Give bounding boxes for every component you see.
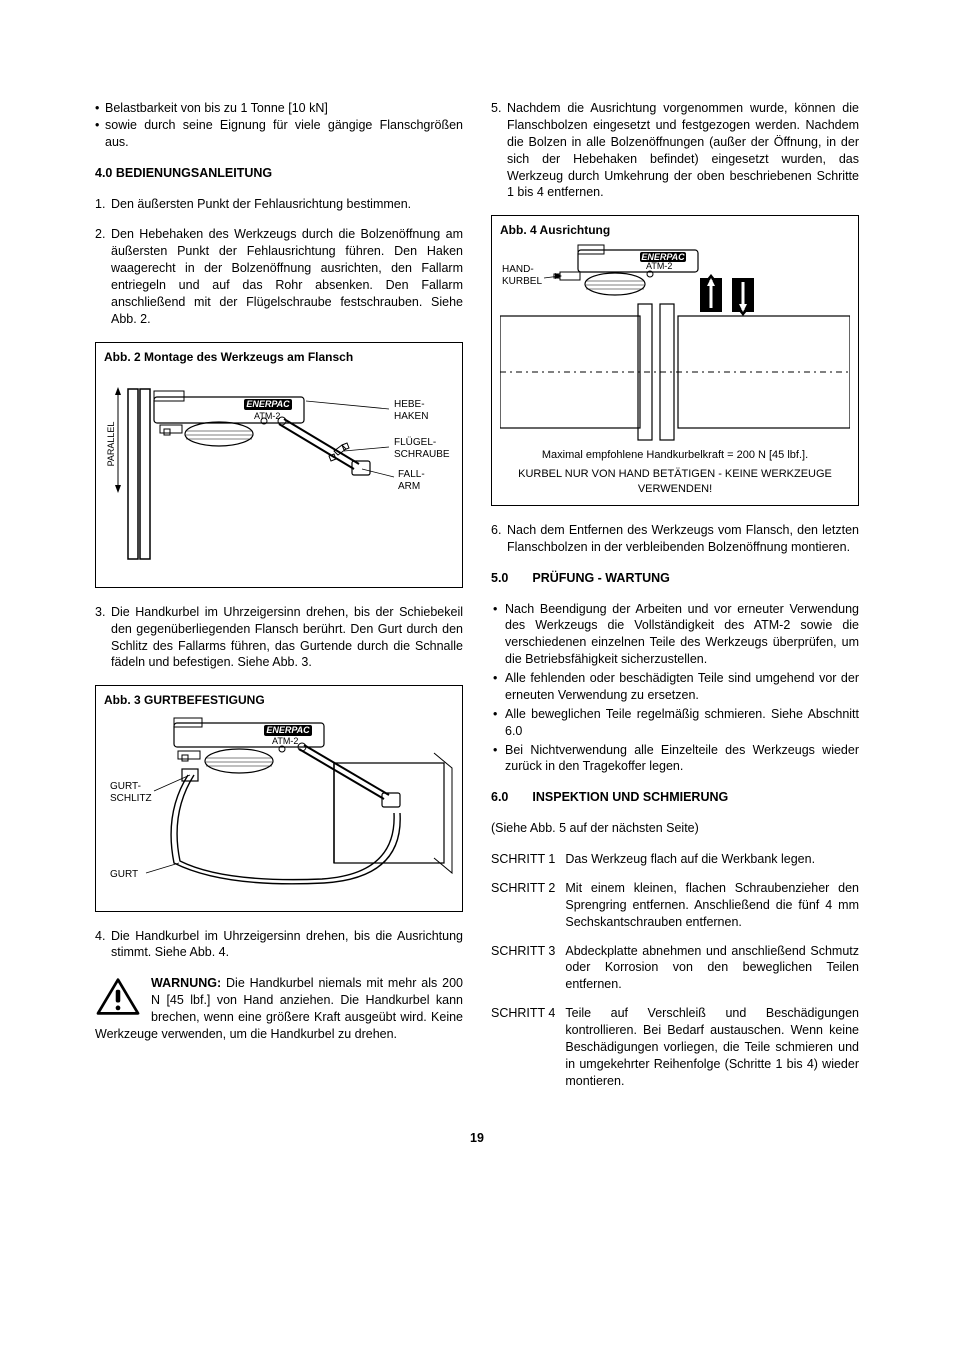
fig2-arm: ARM xyxy=(398,481,420,492)
operating-steps: 1.Den äußersten Punkt der Fehlausrichtun… xyxy=(95,196,463,328)
section-6-note: (Siehe Abb. 5 auf der nächsten Seite) xyxy=(491,820,859,837)
fig2-parallel-label: PARALLEL xyxy=(106,421,116,466)
intro-bullets: Belastbarkeit von bis zu 1 Tonne [10 kN]… xyxy=(95,100,463,151)
intro-bullet-2: sowie durch seine Eignung für viele gäng… xyxy=(95,117,463,151)
fig4-kurbel: KURBEL xyxy=(502,276,542,287)
step-3: 3.Die Handkurbel im Uhrzeigersinn drehen… xyxy=(95,604,463,672)
section-6-title: INSPEKTION UND SCHMIERUNG xyxy=(532,789,728,806)
step-5: 5.Nachdem die Ausrichtung vorgenommen wu… xyxy=(491,100,859,201)
two-column-layout: Belastbarkeit von bis zu 1 Tonne [10 kN]… xyxy=(95,100,859,1102)
operating-steps-cont: 3.Die Handkurbel im Uhrzeigersinn drehen… xyxy=(95,604,463,672)
schritt-2-label: SCHRITT 2 xyxy=(491,880,555,931)
section-5-num: 5.0 xyxy=(491,570,508,587)
warning-label: WARNUNG: xyxy=(151,976,221,990)
figure-4: Abb. 4 Ausrichtung xyxy=(491,215,859,506)
figure-2-title: Abb. 2 Montage des Werkzeugs am Flansch xyxy=(104,349,454,365)
maint-item-3: Alle beweglichen Teile regelmäßig schmie… xyxy=(491,706,859,740)
figure-2-svg: PARALLEL ENERPAC ATM-2 xyxy=(104,369,454,579)
fig2-model: ATM-2 xyxy=(254,411,280,421)
warning-block: WARNUNG: Die Handkurbel niemals mit mehr… xyxy=(95,975,463,1043)
schritt-3: SCHRITT 3 Abdeckplatte abnehmen und ansc… xyxy=(491,943,859,994)
step-1: 1.Den äußersten Punkt der Fehlausrichtun… xyxy=(95,196,463,213)
figure-3: Abb. 3 GURTBEFESTIGUNG ENERPAC ATM-2 xyxy=(95,685,463,911)
schritt-2-text: Mit einem kleinen, flachen Schraubenzieh… xyxy=(565,880,859,931)
fig4-hand: HAND- xyxy=(502,264,534,275)
figure-3-title: Abb. 3 GURTBEFESTIGUNG xyxy=(104,692,454,708)
fig3-brand: ENERPAC xyxy=(266,725,310,735)
section-4-heading: 4.0 BEDIENUNGSANLEITUNG xyxy=(95,165,463,182)
step-6: 6.Nach dem Entfernen des Werkzeugs vom F… xyxy=(491,522,859,556)
fig2-fluegel: FLÜGEL- xyxy=(394,436,436,448)
schritt-3-text: Abdeckplatte abnehmen und anschließend S… xyxy=(565,943,859,994)
schritt-1-label: SCHRITT 1 xyxy=(491,851,555,868)
step-2-text: Den Hebehaken des Werkzeugs durch die Bo… xyxy=(111,227,463,325)
maint-item-2: Alle fehlenden oder beschädigten Teile s… xyxy=(491,670,859,704)
figure-3-svg: ENERPAC ATM-2 xyxy=(104,713,454,903)
intro-bullet-1: Belastbarkeit von bis zu 1 Tonne [10 kN] xyxy=(95,100,463,117)
fig4-caption-2: KURBEL NUR VON HAND BETÄTIGEN - KEINE WE… xyxy=(500,467,850,497)
page-number: 19 xyxy=(95,1130,859,1147)
right-column: 5.Nachdem die Ausrichtung vorgenommen wu… xyxy=(491,100,859,1102)
figure-4-svg: ENERPAC ATM-2 HAND- KURBEL xyxy=(500,242,850,442)
fig2-brand: ENERPAC xyxy=(246,399,290,409)
warning-icon xyxy=(95,977,141,1017)
left-column: Belastbarkeit von bis zu 1 Tonne [10 kN]… xyxy=(95,100,463,1102)
schritt-4: SCHRITT 4 Teile auf Verschleiß und Besch… xyxy=(491,1005,859,1089)
operating-steps-right2: 6.Nach dem Entfernen des Werkzeugs vom F… xyxy=(491,522,859,556)
fig3-gurt: GURT- xyxy=(110,781,141,792)
figure-4-captions: Maximal empfohlene Handkurbelkraft = 200… xyxy=(500,448,850,497)
fig2-fall: FALL- xyxy=(398,469,425,480)
fig2-hebe: HEBE- xyxy=(394,399,425,410)
schritt-2: SCHRITT 2 Mit einem kleinen, flachen Sch… xyxy=(491,880,859,931)
fig2-schraube: SCHRAUBE xyxy=(394,449,450,460)
maintenance-list: Nach Beendigung der Arbeiten und vor ern… xyxy=(491,601,859,776)
fig3-model: ATM-2 xyxy=(272,736,298,746)
schritt-4-text: Teile auf Verschleiß und Beschädigungen … xyxy=(565,1005,859,1089)
fig4-caption-1: Maximal empfohlene Handkurbelkraft = 200… xyxy=(500,448,850,463)
schritt-1-text: Das Werkzeug flach auf die Werkbank lege… xyxy=(565,851,859,868)
fig3-gurt2: GURT xyxy=(110,869,138,880)
schritt-1: SCHRITT 1 Das Werkzeug flach auf die Wer… xyxy=(491,851,859,868)
step-6-text: Nach dem Entfernen des Werkzeugs vom Fla… xyxy=(507,523,859,554)
fig2-haken: HAKEN xyxy=(394,411,428,422)
step-2: 2.Den Hebehaken des Werkzeugs durch die … xyxy=(95,226,463,327)
step-4-text: Die Handkurbel im Uhrzeigersinn drehen, … xyxy=(111,929,463,960)
fig4-model: ATM-2 xyxy=(646,261,672,271)
section-6-heading: 6.0 INSPEKTION UND SCHMIERUNG xyxy=(491,789,859,806)
maint-item-1: Nach Beendigung der Arbeiten und vor ern… xyxy=(491,601,859,669)
figure-4-title: Abb. 4 Ausrichtung xyxy=(500,222,850,238)
step-3-text: Die Handkurbel im Uhrzeigersinn drehen, … xyxy=(111,605,463,670)
maint-item-4: Bei Nichtverwendung alle Einzelteile des… xyxy=(491,742,859,776)
schritt-3-label: SCHRITT 3 xyxy=(491,943,555,994)
operating-steps-cont2: 4.Die Handkurbel im Uhrzeigersinn drehen… xyxy=(95,928,463,962)
schritt-4-label: SCHRITT 4 xyxy=(491,1005,555,1089)
figure-2: Abb. 2 Montage des Werkzeugs am Flansch … xyxy=(95,342,463,588)
operating-steps-right: 5.Nachdem die Ausrichtung vorgenommen wu… xyxy=(491,100,859,201)
step-1-text: Den äußersten Punkt der Fehlausrichtung … xyxy=(111,197,411,211)
step-5-text: Nachdem die Ausrichtung vorgenommen wurd… xyxy=(507,101,859,199)
fig3-schlitz: SCHLITZ xyxy=(110,793,152,804)
section-5-title: PRÜFUNG - WARTUNG xyxy=(532,570,670,587)
section-5-heading: 5.0 PRÜFUNG - WARTUNG xyxy=(491,570,859,587)
step-4: 4.Die Handkurbel im Uhrzeigersinn drehen… xyxy=(95,928,463,962)
section-6-num: 6.0 xyxy=(491,789,508,806)
